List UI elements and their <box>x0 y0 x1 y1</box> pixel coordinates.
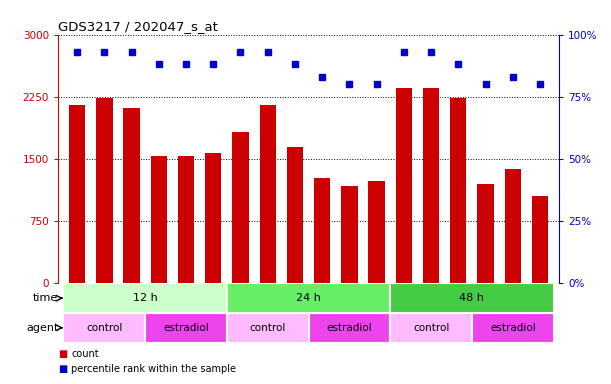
Bar <box>314 178 331 283</box>
Text: 24 h: 24 h <box>296 293 321 303</box>
Bar <box>260 105 276 283</box>
Bar <box>368 181 385 283</box>
Bar <box>145 313 227 343</box>
Bar <box>390 313 472 343</box>
Text: estradiol: estradiol <box>326 323 372 333</box>
Bar <box>450 98 466 283</box>
Text: 12 h: 12 h <box>133 293 158 303</box>
Text: percentile rank within the sample: percentile rank within the sample <box>71 364 236 374</box>
Bar <box>423 88 439 283</box>
Bar <box>96 98 112 283</box>
Text: ■: ■ <box>58 349 67 359</box>
Bar <box>227 283 390 313</box>
Bar <box>472 313 554 343</box>
Bar <box>341 185 357 283</box>
Text: control: control <box>413 323 449 333</box>
Bar <box>505 169 521 283</box>
Text: control: control <box>249 323 286 333</box>
Bar <box>232 132 249 283</box>
Text: agent: agent <box>26 323 58 333</box>
Bar <box>287 147 303 283</box>
Text: 48 h: 48 h <box>459 293 485 303</box>
Bar <box>477 184 494 283</box>
Text: time: time <box>33 293 58 303</box>
Bar <box>396 88 412 283</box>
Text: GDS3217 / 202047_s_at: GDS3217 / 202047_s_at <box>58 20 218 33</box>
Bar <box>227 313 309 343</box>
Bar <box>64 313 145 343</box>
Bar <box>390 283 554 313</box>
Bar <box>205 153 221 283</box>
Bar <box>123 108 140 283</box>
Bar <box>69 105 86 283</box>
Bar <box>151 157 167 283</box>
Text: count: count <box>71 349 99 359</box>
Bar <box>309 313 390 343</box>
Bar <box>178 156 194 283</box>
Text: ■: ■ <box>58 364 67 374</box>
Bar <box>532 196 548 283</box>
Text: control: control <box>86 323 123 333</box>
Text: estradiol: estradiol <box>490 323 536 333</box>
Bar <box>64 283 227 313</box>
Text: estradiol: estradiol <box>163 323 209 333</box>
